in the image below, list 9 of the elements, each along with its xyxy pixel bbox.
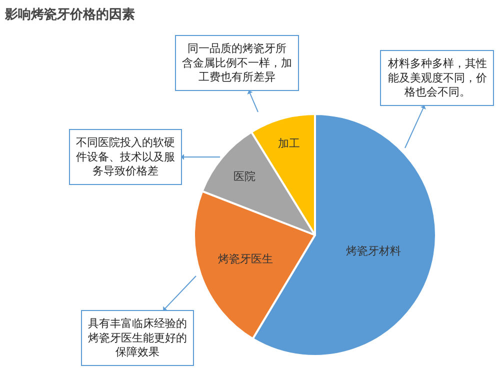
- slice-label: 医院: [233, 170, 256, 183]
- text: 具有丰富临床经验的烤瓷牙医生能更好的保障效果: [88, 317, 187, 359]
- text: 材料多种多样，其性能及美观度不同，价格也会不同。: [387, 57, 487, 99]
- text: 不同医院投入的软硬件设备、技术以及服务导致价格差: [76, 136, 175, 178]
- slice-label: 烤瓷牙医生: [218, 252, 273, 266]
- slice-label: 加工: [278, 137, 300, 150]
- text: 影响烤瓷牙价格的因素: [4, 6, 135, 23]
- slice-label: 烤瓷牙材料: [346, 244, 401, 258]
- text: 同一品质的烤瓷牙所含金属比例不一样，加工费也有所差异: [182, 42, 292, 84]
